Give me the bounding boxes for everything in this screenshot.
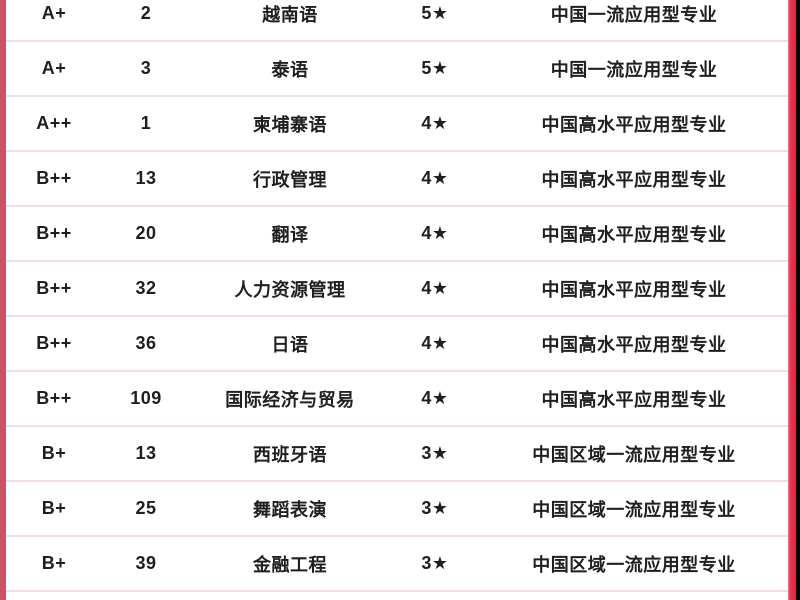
star-rating-cell: 5★ xyxy=(421,3,449,23)
table-row: B+ 13 西班牙语 3★ 中国区域一流应用型专业 xyxy=(6,427,788,482)
category-cell: 中国高水平应用型专业 xyxy=(541,169,727,190)
star-rating-cell: 3★ xyxy=(421,553,449,573)
star-rating-cell: 5★ xyxy=(421,58,449,78)
major-cell: 行政管理 xyxy=(253,169,327,190)
right-edge-bar xyxy=(796,0,800,600)
majors-ranking-table: A+ 2 越南语 5★ 中国一流应用型专业 A+ 3 泰语 5★ 中国一流应用型… xyxy=(6,0,788,592)
rank-cell: 13 xyxy=(135,443,157,463)
category-cell: 中国高水平应用型专业 xyxy=(541,334,727,355)
star-rating-cell: 4★ xyxy=(421,223,449,243)
table-row: A++ 1 柬埔寨语 4★ 中国高水平应用型专业 xyxy=(6,97,788,152)
table-row: B+ 25 舞蹈表演 3★ 中国区域一流应用型专业 xyxy=(6,482,788,537)
rank-cell: 20 xyxy=(135,223,157,243)
grade-cell: B+ xyxy=(41,443,67,463)
grade-cell: A++ xyxy=(36,113,72,133)
star-rating-cell: 3★ xyxy=(421,443,449,463)
grade-cell: B++ xyxy=(36,223,72,243)
grade-cell: B++ xyxy=(36,333,72,353)
grade-cell: B+ xyxy=(41,553,67,573)
category-cell: 中国高水平应用型专业 xyxy=(541,389,727,410)
major-cell: 柬埔寨语 xyxy=(253,114,327,135)
major-cell: 金融工程 xyxy=(253,554,327,575)
rank-cell: 2 xyxy=(140,3,152,23)
category-cell: 中国区域一流应用型专业 xyxy=(532,499,736,520)
star-rating-cell: 4★ xyxy=(421,388,449,408)
right-border-stripe xyxy=(788,0,796,600)
major-cell: 翻译 xyxy=(271,224,309,245)
rank-cell: 109 xyxy=(130,388,162,408)
major-cell: 舞蹈表演 xyxy=(253,499,327,520)
major-cell: 泰语 xyxy=(271,59,309,80)
table-row: B++ 20 翻译 4★ 中国高水平应用型专业 xyxy=(6,207,788,262)
grade-cell: B+ xyxy=(41,498,67,518)
star-rating-cell: 4★ xyxy=(421,278,449,298)
star-rating-cell: 4★ xyxy=(421,168,449,188)
category-cell: 中国区域一流应用型专业 xyxy=(532,554,736,575)
table-row: A+ 2 越南语 5★ 中国一流应用型专业 xyxy=(6,0,788,42)
rank-cell: 36 xyxy=(135,333,157,353)
table-row: B++ 32 人力资源管理 4★ 中国高水平应用型专业 xyxy=(6,262,788,317)
star-rating-cell: 4★ xyxy=(421,333,449,353)
table-row: B+ 39 金融工程 3★ 中国区域一流应用型专业 xyxy=(6,537,788,592)
table-row: A+ 3 泰语 5★ 中国一流应用型专业 xyxy=(6,42,788,97)
rank-cell: 32 xyxy=(135,278,157,298)
category-cell: 中国高水平应用型专业 xyxy=(541,224,727,245)
rank-cell: 25 xyxy=(135,498,157,518)
category-cell: 中国高水平应用型专业 xyxy=(541,114,727,135)
category-cell: 中国一流应用型专业 xyxy=(550,59,718,80)
rank-cell: 13 xyxy=(135,168,157,188)
grade-cell: B++ xyxy=(36,388,72,408)
star-rating-cell: 4★ xyxy=(421,113,449,133)
rank-cell: 3 xyxy=(140,58,152,78)
table-row: B++ 109 国际经济与贸易 4★ 中国高水平应用型专业 xyxy=(6,372,788,427)
major-cell: 人力资源管理 xyxy=(234,279,346,300)
rank-cell: 1 xyxy=(140,113,152,133)
category-cell: 中国区域一流应用型专业 xyxy=(532,444,736,465)
left-border-stripe xyxy=(0,0,6,600)
table-row: B++ 36 日语 4★ 中国高水平应用型专业 xyxy=(6,317,788,372)
major-cell: 越南语 xyxy=(262,4,318,25)
star-rating-cell: 3★ xyxy=(421,498,449,518)
grade-cell: B++ xyxy=(36,278,72,298)
category-cell: 中国一流应用型专业 xyxy=(550,4,718,25)
rank-cell: 39 xyxy=(135,553,157,573)
grade-cell: A+ xyxy=(41,3,67,23)
major-cell: 日语 xyxy=(271,334,309,355)
major-cell: 国际经济与贸易 xyxy=(225,389,355,410)
grade-cell: A+ xyxy=(41,58,67,78)
major-cell: 西班牙语 xyxy=(253,444,327,465)
table-row: B++ 13 行政管理 4★ 中国高水平应用型专业 xyxy=(6,152,788,207)
category-cell: 中国高水平应用型专业 xyxy=(541,279,727,300)
grade-cell: B++ xyxy=(36,168,72,188)
